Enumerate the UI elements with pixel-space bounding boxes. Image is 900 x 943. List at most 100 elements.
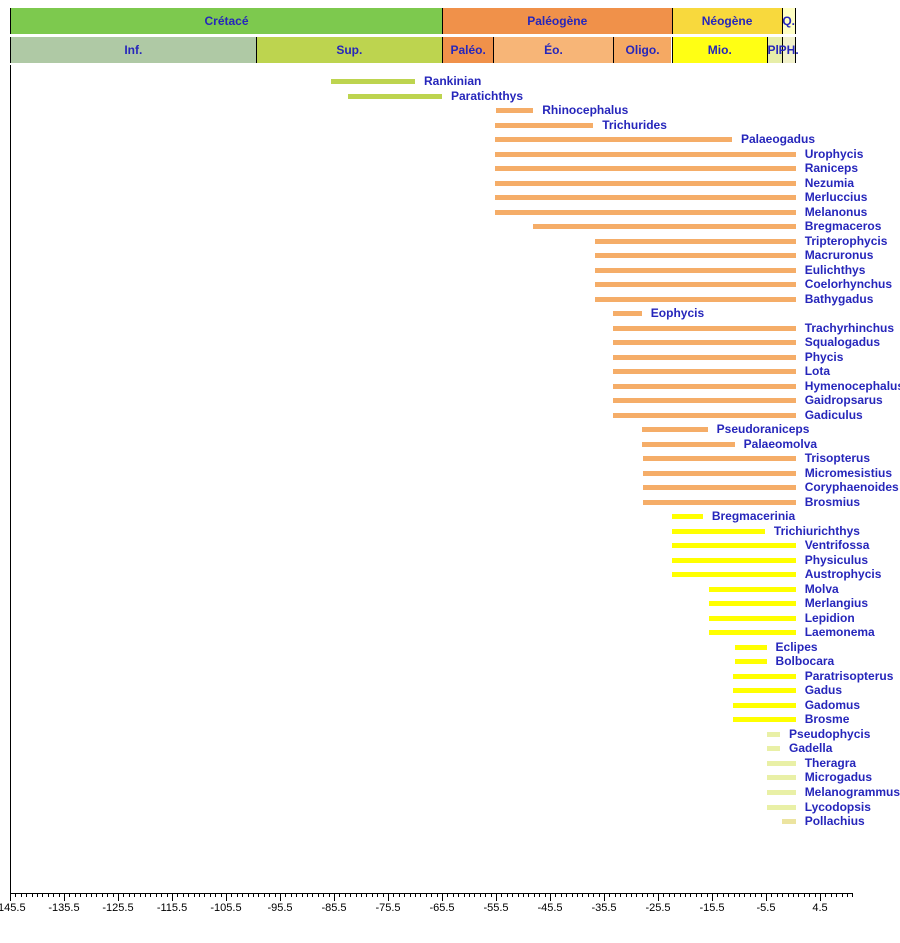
range-bar-rankinian <box>331 79 415 84</box>
x-axis-minor-tick <box>231 893 233 897</box>
x-axis-minor-tick <box>112 893 114 897</box>
x-axis-minor-tick <box>663 893 665 897</box>
x-axis-minor-tick <box>533 893 535 897</box>
taxon-label-micromesistius: Micromesistius <box>804 465 893 480</box>
taxon-label-trachyrhinchus: Trachyrhinchus <box>804 320 895 335</box>
range-bar-merluccius <box>494 195 796 201</box>
x-axis-minor-tick <box>242 893 244 897</box>
range-bar-ventrifossa <box>671 543 796 549</box>
epoch-label: Paléo. <box>450 43 486 57</box>
x-axis-tick-label: -75.5 <box>375 902 401 914</box>
x-axis-minor-tick <box>177 893 179 897</box>
x-axis-tick-label: -115.5 <box>156 902 188 914</box>
epoch-label: Mio. <box>707 43 732 57</box>
x-axis-tick-label: -85.5 <box>321 902 347 914</box>
range-bar-paratrisopterus <box>733 673 796 679</box>
taxon-label-tripterophycis: Tripterophycis <box>804 233 888 248</box>
taxon-label-molva: Molva <box>804 581 839 596</box>
x-axis-minor-tick <box>728 893 730 897</box>
taxon-label-eclipes: Eclipes <box>775 639 818 654</box>
x-axis-minor-tick <box>85 893 87 897</box>
epoch-segment: Inf. <box>10 37 256 63</box>
x-axis-minor-tick <box>431 893 433 897</box>
taxon-label-eulichthys: Eulichthys <box>804 262 866 277</box>
epoch-label: PH. <box>778 43 799 57</box>
range-bar-bathygadus <box>594 296 796 302</box>
x-axis-minor-tick <box>199 893 200 897</box>
x-axis-minor-tick <box>355 893 357 897</box>
period-label: Paléogène <box>527 14 588 28</box>
x-axis-minor-tick <box>517 893 519 897</box>
range-bar-melanonus <box>494 209 796 215</box>
x-axis-minor-tick <box>101 893 103 897</box>
x-axis-minor-tick <box>571 893 573 897</box>
x-axis-major-tick <box>226 893 227 901</box>
x-axis-minor-tick <box>555 893 557 897</box>
range-bar-laemonema <box>708 630 796 636</box>
range-bar-gadella <box>767 746 781 752</box>
x-axis-minor-tick <box>706 893 708 897</box>
range-bar-coelorhynchus <box>594 282 796 288</box>
x-axis-minor-tick <box>479 893 481 897</box>
range-bar-eclipes <box>734 644 767 650</box>
range-bar-palaeogadus <box>494 137 732 143</box>
taxon-label-palaeogadus: Palaeogadus <box>740 132 815 147</box>
range-bar-trisopterus <box>642 456 796 462</box>
x-axis-major-tick <box>172 893 173 901</box>
taxon-label-laemonema: Laemonema <box>804 625 875 640</box>
x-axis-minor-tick <box>598 893 600 897</box>
x-axis-minor-tick <box>161 893 163 897</box>
x-axis-minor-tick <box>42 893 44 897</box>
taxon-label-paratichthys: Paratichthys <box>451 88 524 103</box>
x-axis-minor-tick <box>625 893 627 897</box>
range-bar-lepidion <box>708 615 796 621</box>
range-bar-eophycis <box>612 311 642 317</box>
x-axis-minor-tick <box>134 893 136 897</box>
range-bar-palaeomolva <box>641 441 735 447</box>
x-axis-tick-label: -145.5 <box>0 902 26 914</box>
x-axis-minor-tick <box>155 893 157 897</box>
x-axis-minor-tick <box>339 893 341 897</box>
x-axis-minor-tick <box>733 893 735 897</box>
x-axis-minor-tick <box>296 893 298 897</box>
x-axis-minor-tick <box>317 893 319 897</box>
x-axis-minor-tick <box>31 893 33 897</box>
x-axis-minor-tick <box>253 893 254 897</box>
x-axis-minor-tick <box>641 893 643 897</box>
epoch-segment: Sup. <box>255 37 442 63</box>
x-axis-minor-tick <box>263 893 265 897</box>
x-axis-major-tick <box>10 893 11 901</box>
taxon-label-nezumia: Nezumia <box>804 175 855 190</box>
x-axis-minor-tick <box>69 893 71 897</box>
x-axis-minor-tick <box>631 893 632 897</box>
range-bar-physiculus <box>671 557 796 563</box>
x-axis-minor-tick <box>825 893 827 897</box>
range-bar-lota <box>612 369 796 375</box>
x-axis-minor-tick <box>58 893 60 897</box>
x-axis-minor-tick <box>793 893 794 897</box>
range-bar-micromesistius <box>642 470 796 476</box>
taxon-label-merlangius: Merlangius <box>804 596 869 611</box>
x-axis-minor-tick <box>269 893 271 897</box>
x-axis-tick-label: 4.5 <box>812 902 828 914</box>
x-axis-minor-tick <box>528 893 530 897</box>
range-bar-bregmacerinia <box>671 514 703 520</box>
x-axis-minor-tick <box>15 893 17 897</box>
epoch-label: Pl. <box>767 43 783 57</box>
taxon-label-urophycis: Urophycis <box>804 146 864 161</box>
x-axis-tick-label: -35.5 <box>591 902 617 914</box>
x-axis-minor-tick <box>652 893 654 897</box>
range-bar-brosmius <box>642 499 796 505</box>
range-bar-austrophycis <box>671 572 796 578</box>
range-bar-gadomus <box>733 702 796 708</box>
x-axis-minor-tick <box>560 893 562 897</box>
taxon-label-palaeomolva: Palaeomolva <box>743 436 818 451</box>
taxon-label-gadella: Gadella <box>789 741 833 756</box>
x-axis-minor-tick <box>506 893 508 897</box>
period-segment: Paléogène <box>442 8 672 34</box>
x-axis-tick-label: -105.5 <box>210 902 242 914</box>
x-axis-minor-tick <box>107 893 109 897</box>
taxon-label-gadiculus: Gadiculus <box>804 407 863 422</box>
x-axis-minor-tick <box>220 893 222 897</box>
range-bar-lycodopsis <box>767 804 796 810</box>
